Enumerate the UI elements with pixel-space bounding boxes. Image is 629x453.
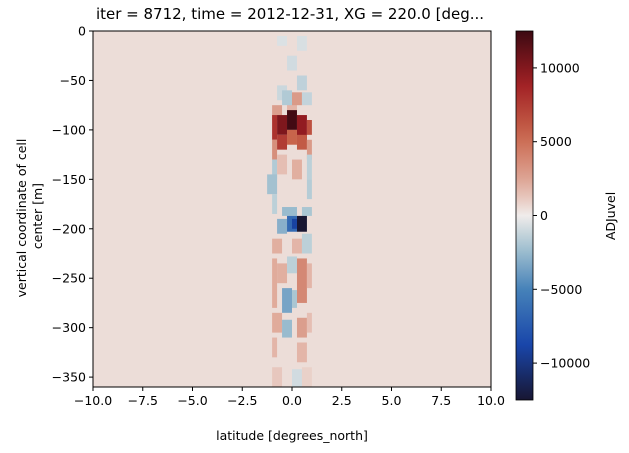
y-tick-label: 0: [78, 24, 86, 39]
x-tick-label: 10.0: [477, 393, 505, 408]
heatmap-cell: [287, 256, 297, 274]
heatmap-cell: [301, 233, 312, 254]
chart-title: iter = 8712, time = 2012-12-31, XG = 220…: [96, 5, 484, 23]
heatmap-cell: [301, 92, 312, 106]
heatmap-cell: [306, 312, 312, 333]
x-tick-label: −2.5: [227, 393, 257, 408]
heatmap-cell: [296, 258, 307, 303]
heatmap-cell: [296, 35, 307, 51]
heatmap-cell: [296, 215, 307, 232]
heatmap-cell: [282, 319, 292, 338]
heatmap-cell: [292, 290, 297, 308]
heatmap-cell: [296, 317, 307, 338]
heatmap-cell: [306, 154, 312, 180]
heatmap-cell: [267, 174, 278, 195]
x-tick-label: −5.0: [177, 393, 207, 408]
x-tick-label: 2.5: [332, 393, 352, 408]
heatmap-cell: [296, 115, 307, 140]
x-axis-label: latitude [degrees_north]: [216, 428, 368, 443]
colorbar-label: ADJuvel: [603, 192, 618, 240]
x-tick-label: 0.0: [282, 393, 302, 408]
heatmap-cell: [272, 139, 278, 160]
heatmap-cell: [277, 134, 288, 150]
heatmap-cell: [292, 92, 302, 106]
heatmap-cell: [272, 159, 278, 180]
colorbar-tick-label: 10000: [540, 60, 580, 75]
heatmap-cell: [287, 129, 297, 145]
heatmap-cell: [272, 312, 283, 333]
y-tick-label: −150: [52, 172, 86, 187]
colorbar-tick-label: −5000: [540, 282, 582, 297]
colorbar-tick-label: 0: [540, 208, 548, 223]
colorbar-tick-label: −10000: [540, 356, 590, 371]
plot-area: [92, 30, 492, 388]
heatmap-cell: [296, 134, 307, 150]
heatmap-cell: [292, 159, 302, 180]
heatmap-cell: [306, 120, 312, 135]
heatmap-cell: [272, 258, 278, 308]
colorbar-bar: [515, 30, 534, 401]
heatmap-cell: [306, 139, 312, 160]
heatmap-cell: [277, 35, 288, 46]
y-axis-label-line-1: vertical coordinate of cell: [14, 139, 29, 298]
heatmap-cell: [272, 194, 278, 214]
x-tick-label: 5.0: [382, 393, 402, 408]
heatmap-cell: [277, 154, 288, 175]
heatmap-cell: [292, 238, 302, 254]
heatmap-cell: [277, 115, 288, 135]
heatmap-cell: [287, 55, 297, 71]
heatmap-cell: [277, 218, 288, 234]
y-tick-label: −250: [52, 271, 86, 286]
y-tick-label: −350: [52, 370, 86, 385]
x-tick-label: −10.0: [74, 393, 112, 408]
heatmap-cell: [272, 115, 278, 140]
heatmap-cell: [272, 238, 283, 254]
heatmap-cell: [301, 367, 312, 387]
heatmap-cell: [301, 207, 312, 216]
y-tick-label: −200: [52, 221, 86, 236]
heatmap-cell: [272, 337, 278, 358]
y-tick-label: −50: [60, 73, 86, 88]
y-axis-label-line-2: center [m]: [30, 183, 45, 249]
colorbar-tick-label: 5000: [540, 134, 572, 149]
y-axis-ticks: 0 −50 −100 −150 −200 −250 −300 −350: [52, 24, 93, 385]
heatmap-cell: [292, 218, 297, 229]
heatmap-cell: [292, 369, 302, 387]
y-axis-label: vertical coordinate of cell center [m]: [14, 135, 45, 298]
heatmap-cell: [282, 207, 297, 216]
heatmap-cell: [296, 75, 307, 91]
heatmap-cells: [267, 35, 312, 387]
colorbar-ticks: 10000 5000 0 −5000 −10000: [533, 60, 590, 371]
x-tick-label: 7.5: [431, 393, 451, 408]
heatmap-cell: [282, 288, 292, 313]
heatmap-cell: [287, 215, 297, 232]
heatmap-cell: [277, 263, 288, 284]
y-tick-label: −100: [52, 122, 86, 137]
x-tick-label: −7.5: [128, 393, 158, 408]
heatmap-cell: [306, 263, 312, 289]
heatmap-cell: [296, 342, 307, 363]
heatmap-cell: [272, 105, 283, 120]
colorbar: 10000 5000 0 −5000 −10000: [515, 30, 590, 401]
heatmap-cell: [287, 110, 297, 130]
heatmap-cell: [282, 90, 292, 106]
heatmap-cell: [272, 367, 283, 387]
x-axis-ticks: −10.0 −7.5 −5.0 −2.5 0.0 2.5 5.0 7.5 10.0: [74, 387, 505, 408]
heatmap-cell: [306, 179, 312, 200]
y-tick-label: −300: [52, 320, 86, 335]
